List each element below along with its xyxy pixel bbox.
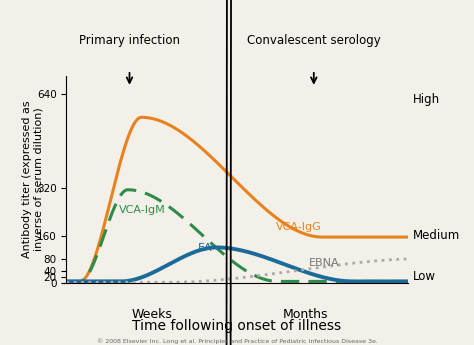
Text: Convalescent serology: Convalescent serology (247, 33, 381, 47)
Text: Time following onset of illness: Time following onset of illness (132, 319, 342, 333)
Text: Medium: Medium (412, 229, 460, 242)
Text: EBNA: EBNA (309, 258, 339, 268)
Text: VCA-IgM: VCA-IgM (119, 205, 166, 215)
Text: VCA-IgG: VCA-IgG (276, 222, 322, 232)
Text: Weeks: Weeks (131, 308, 172, 321)
Text: High: High (412, 93, 439, 106)
Text: EA: EA (198, 243, 212, 253)
Text: Low: Low (412, 270, 436, 283)
Text: © 2008 Elsevier Inc. Long et al. Principles and Practice of Pediatric Infectious: © 2008 Elsevier Inc. Long et al. Princip… (97, 339, 377, 344)
Text: Primary infection: Primary infection (79, 33, 180, 47)
Text: Months: Months (283, 308, 328, 321)
Y-axis label: Antibody titer (expressed as
inverse of serum dilution): Antibody titer (expressed as inverse of … (22, 101, 44, 258)
